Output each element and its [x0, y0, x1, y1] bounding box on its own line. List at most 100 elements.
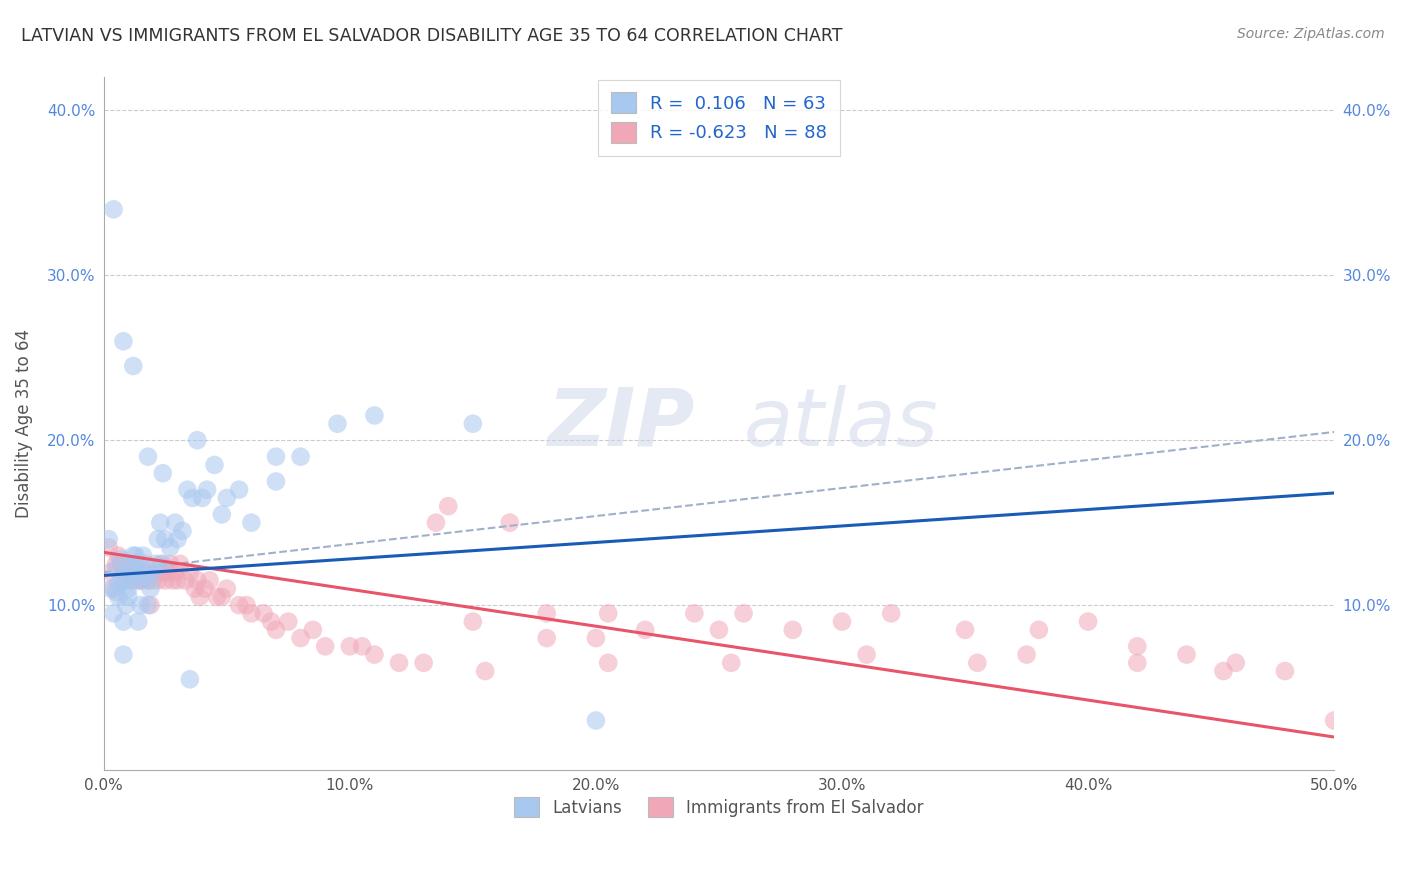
Point — [152, 565, 174, 579]
Point — [105, 557, 128, 571]
Point — [194, 582, 217, 596]
Point — [215, 582, 238, 596]
Point — [211, 508, 233, 522]
Point — [1126, 640, 1149, 654]
Point — [149, 516, 172, 530]
Point — [122, 549, 145, 563]
Point — [240, 607, 263, 621]
Point — [195, 483, 218, 497]
Point — [152, 557, 174, 571]
Point — [127, 615, 149, 629]
Point — [100, 565, 122, 579]
Point — [1015, 648, 1038, 662]
Y-axis label: Disability Age 35 to 64: Disability Age 35 to 64 — [15, 329, 32, 518]
Point — [112, 334, 135, 349]
Point — [1274, 664, 1296, 678]
Point — [132, 565, 155, 579]
Point — [117, 590, 139, 604]
Point — [277, 615, 299, 629]
Point — [125, 565, 148, 579]
Point — [363, 648, 385, 662]
Point — [733, 607, 755, 621]
Point — [198, 574, 221, 588]
Point — [115, 574, 138, 588]
Point — [129, 574, 152, 588]
Point — [117, 557, 139, 571]
Point — [165, 565, 187, 579]
Point — [145, 565, 167, 579]
Point — [831, 615, 853, 629]
Point — [598, 656, 620, 670]
Point — [240, 516, 263, 530]
Point — [117, 582, 139, 596]
Point — [634, 623, 657, 637]
Point — [172, 524, 194, 538]
Point — [129, 574, 152, 588]
Point — [1323, 714, 1346, 728]
Point — [253, 607, 276, 621]
Point — [115, 574, 138, 588]
Point — [105, 585, 128, 599]
Point — [235, 598, 257, 612]
Point — [598, 607, 620, 621]
Point — [112, 615, 135, 629]
Point — [120, 565, 142, 579]
Point — [339, 640, 361, 654]
Point — [149, 557, 172, 571]
Text: Source: ZipAtlas.com: Source: ZipAtlas.com — [1237, 27, 1385, 41]
Point — [1077, 615, 1099, 629]
Point — [782, 623, 804, 637]
Point — [107, 590, 129, 604]
Point — [186, 574, 208, 588]
Point — [122, 359, 145, 373]
Point — [145, 557, 167, 571]
Point — [103, 582, 125, 596]
Point — [474, 664, 496, 678]
Point — [215, 491, 238, 505]
Point — [139, 582, 162, 596]
Text: ZIP: ZIP — [547, 384, 695, 463]
Point — [264, 623, 287, 637]
Point — [155, 574, 177, 588]
Point — [204, 458, 226, 472]
Point — [112, 648, 135, 662]
Point — [142, 565, 165, 579]
Point — [169, 557, 191, 571]
Point — [159, 541, 181, 555]
Point — [165, 516, 187, 530]
Point — [146, 574, 169, 588]
Point — [129, 574, 152, 588]
Point — [1175, 648, 1198, 662]
Point — [103, 202, 125, 217]
Point — [179, 565, 201, 579]
Point — [110, 557, 132, 571]
Point — [115, 598, 138, 612]
Point — [156, 565, 179, 579]
Point — [1212, 664, 1234, 678]
Point — [142, 574, 165, 588]
Text: LATVIAN VS IMMIGRANTS FROM EL SALVADOR DISABILITY AGE 35 TO 64 CORRELATION CHART: LATVIAN VS IMMIGRANTS FROM EL SALVADOR D… — [21, 27, 842, 45]
Point — [110, 568, 132, 582]
Point — [188, 590, 211, 604]
Point — [585, 631, 607, 645]
Point — [136, 598, 159, 612]
Point — [536, 607, 558, 621]
Point — [97, 541, 120, 555]
Point — [290, 631, 312, 645]
Point — [720, 656, 742, 670]
Point — [352, 640, 374, 654]
Point — [105, 562, 128, 576]
Point — [136, 574, 159, 588]
Point — [166, 532, 188, 546]
Point — [120, 565, 142, 579]
Point — [461, 615, 484, 629]
Point — [155, 532, 177, 546]
Point — [129, 598, 152, 612]
Point — [228, 598, 250, 612]
Point — [122, 574, 145, 588]
Point — [585, 714, 607, 728]
Point — [1126, 656, 1149, 670]
Point — [166, 574, 188, 588]
Point — [127, 557, 149, 571]
Point — [302, 623, 325, 637]
